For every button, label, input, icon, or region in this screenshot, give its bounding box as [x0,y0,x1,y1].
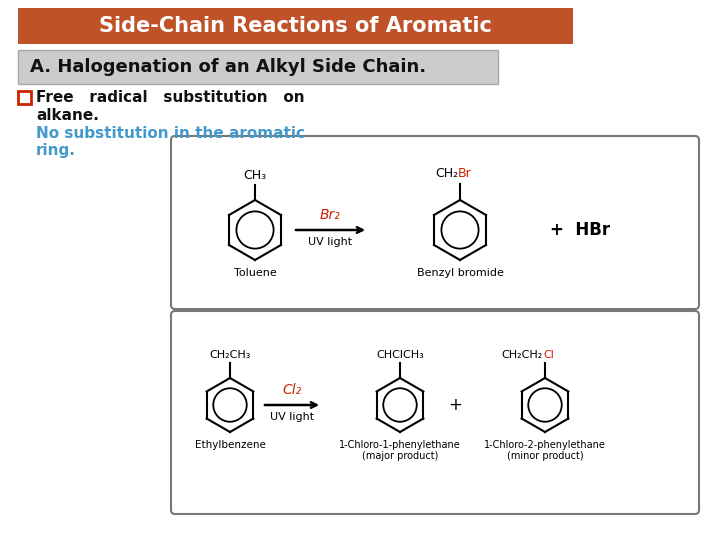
Text: Br₂: Br₂ [320,208,341,222]
Text: Cl₂: Cl₂ [282,383,302,397]
Text: +  HBr: + HBr [550,221,610,239]
Text: Ethylbenzene: Ethylbenzene [194,440,266,450]
FancyBboxPatch shape [171,311,699,514]
Text: (major product): (major product) [362,451,438,461]
Text: Side-Chain Reactions of Aromatic: Side-Chain Reactions of Aromatic [99,16,492,36]
Bar [18,91,31,104]
Bar [18,50,498,84]
Text: 1-Chloro-2-phenylethane: 1-Chloro-2-phenylethane [484,440,606,450]
Text: UV light: UV light [308,237,353,247]
Text: UV light: UV light [270,412,314,422]
Bar [18,8,573,44]
Text: ring.: ring. [36,143,76,158]
Text: CH₃: CH₃ [243,169,266,182]
Text: (minor product): (minor product) [507,451,583,461]
Text: No substitution in the aromatic: No substitution in the aromatic [36,125,305,140]
Text: Br: Br [458,167,472,180]
Text: Free   radical   substitution   on: Free radical substitution on [36,91,305,105]
Text: Cl: Cl [543,350,554,360]
Text: Toluene: Toluene [233,268,276,278]
Text: CH₂: CH₂ [435,167,458,180]
Text: CH₂CH₃: CH₂CH₃ [210,350,251,360]
Text: CHClCH₃: CHClCH₃ [376,350,424,360]
Text: A. Halogenation of an Alkyl Side Chain.: A. Halogenation of an Alkyl Side Chain. [30,58,426,76]
Text: alkane.: alkane. [36,107,99,123]
FancyBboxPatch shape [171,136,699,309]
Text: 1-Chloro-1-phenylethane: 1-Chloro-1-phenylethane [339,440,461,450]
Text: Benzyl bromide: Benzyl bromide [417,268,503,278]
Text: +: + [448,396,462,414]
Text: CH₂CH₂: CH₂CH₂ [502,350,543,360]
